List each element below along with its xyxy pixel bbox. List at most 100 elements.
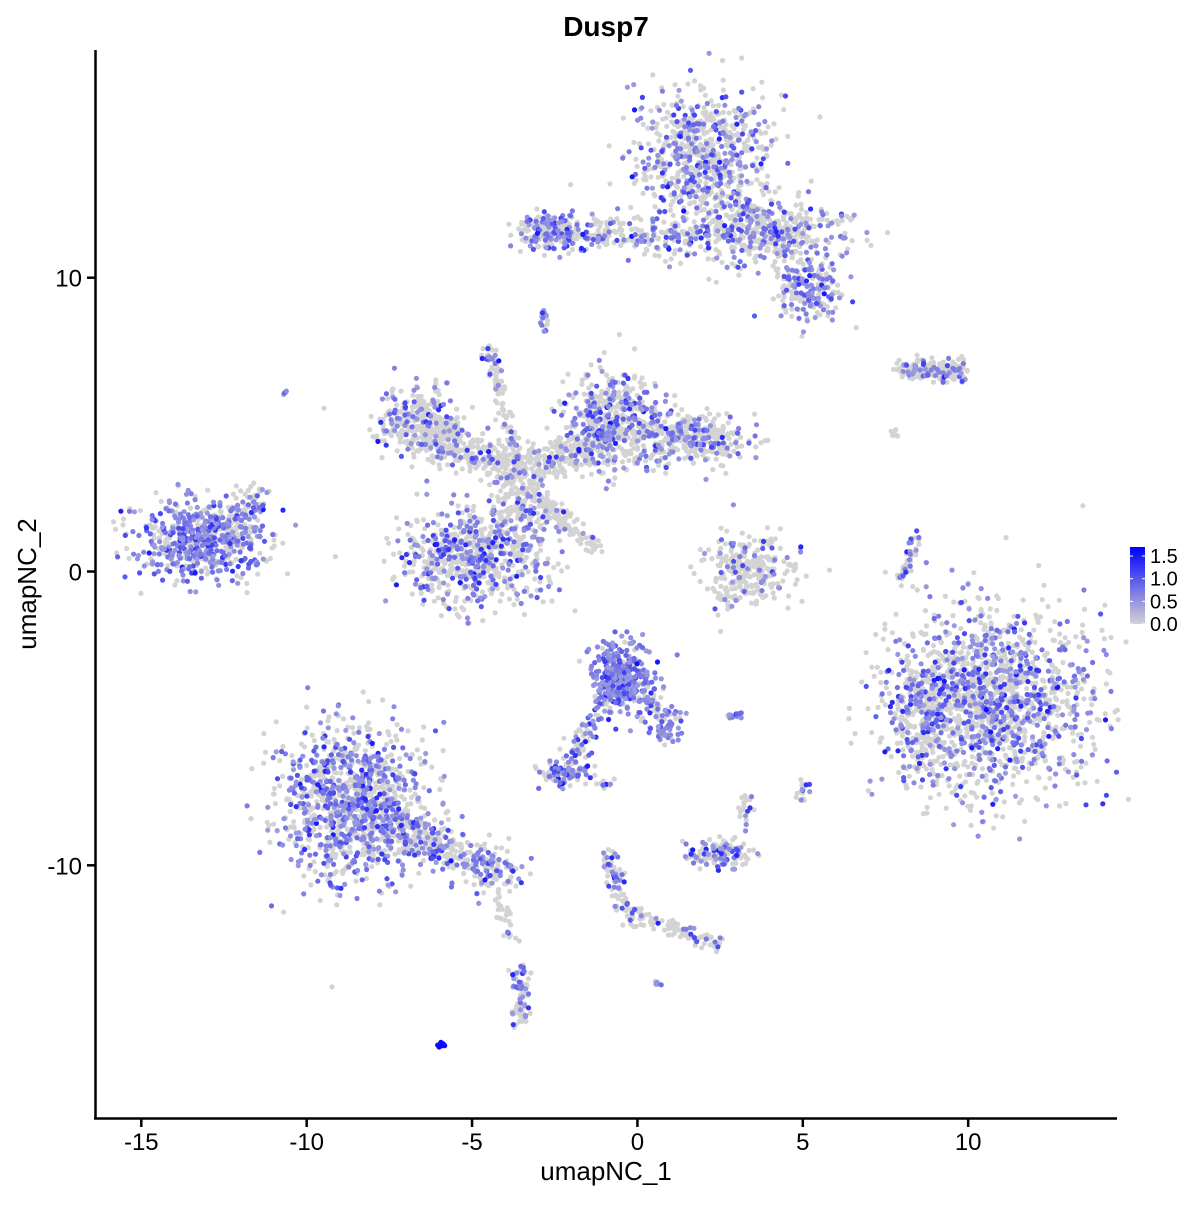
point xyxy=(969,760,975,766)
point xyxy=(833,305,839,311)
point xyxy=(304,704,310,710)
point xyxy=(508,424,514,430)
point xyxy=(687,449,693,455)
point xyxy=(396,433,402,439)
point xyxy=(780,284,786,290)
point xyxy=(915,358,921,364)
point xyxy=(882,626,888,632)
point xyxy=(753,253,759,259)
point xyxy=(633,156,639,162)
point xyxy=(817,114,823,120)
point xyxy=(579,474,586,480)
point xyxy=(555,561,561,567)
point xyxy=(789,306,795,312)
point xyxy=(1019,797,1025,803)
point xyxy=(657,132,663,138)
point xyxy=(738,434,744,440)
point xyxy=(1087,719,1093,725)
point xyxy=(719,428,726,434)
point xyxy=(405,531,411,538)
point xyxy=(499,402,505,408)
point xyxy=(679,407,685,413)
point xyxy=(501,407,507,413)
point xyxy=(280,540,286,546)
point xyxy=(799,598,805,605)
point xyxy=(1018,627,1024,633)
point xyxy=(795,193,801,199)
point xyxy=(613,229,619,235)
point xyxy=(248,816,254,822)
point xyxy=(147,522,153,528)
point xyxy=(1031,627,1037,633)
point xyxy=(433,377,439,383)
point xyxy=(418,446,424,452)
point xyxy=(545,556,551,562)
point xyxy=(1089,702,1095,708)
point xyxy=(848,740,854,746)
point xyxy=(467,468,473,474)
point xyxy=(641,251,648,257)
point xyxy=(1103,681,1109,687)
point xyxy=(394,402,400,408)
point xyxy=(653,125,659,131)
point xyxy=(1012,749,1018,755)
point xyxy=(506,596,513,602)
point xyxy=(753,444,759,450)
point xyxy=(467,512,473,518)
point xyxy=(864,237,870,243)
point xyxy=(414,491,420,497)
point xyxy=(234,573,240,579)
point xyxy=(429,582,435,588)
point xyxy=(492,610,498,616)
point xyxy=(614,403,620,410)
point xyxy=(792,295,798,301)
point xyxy=(388,738,394,744)
point xyxy=(767,217,773,223)
point xyxy=(1033,795,1039,801)
point xyxy=(957,773,963,779)
point xyxy=(257,550,263,556)
point xyxy=(968,822,974,829)
point xyxy=(473,465,479,471)
point xyxy=(956,713,962,719)
point xyxy=(496,496,502,502)
point xyxy=(569,444,575,450)
point xyxy=(669,175,675,181)
point xyxy=(381,558,387,564)
point xyxy=(1036,775,1042,781)
point xyxy=(839,218,845,224)
point xyxy=(580,452,586,458)
point xyxy=(918,784,924,790)
point xyxy=(747,590,753,596)
point xyxy=(635,227,641,233)
point xyxy=(648,455,654,461)
point xyxy=(760,192,767,198)
point xyxy=(754,155,760,161)
point xyxy=(991,825,997,831)
point xyxy=(930,379,937,385)
point xyxy=(910,753,916,759)
point xyxy=(846,705,853,712)
point xyxy=(914,587,920,593)
point xyxy=(900,747,906,753)
point xyxy=(1115,717,1121,723)
point xyxy=(1052,695,1058,701)
point xyxy=(670,198,676,204)
point xyxy=(899,733,906,739)
point xyxy=(720,124,726,130)
point xyxy=(1010,773,1017,779)
point xyxy=(272,801,278,807)
point xyxy=(261,760,267,766)
point xyxy=(1094,716,1100,723)
point xyxy=(1075,781,1081,787)
point xyxy=(506,512,512,518)
point xyxy=(936,791,942,797)
point xyxy=(508,481,515,487)
point xyxy=(347,844,353,850)
point xyxy=(912,723,918,730)
point xyxy=(734,131,741,138)
point xyxy=(511,602,517,608)
point xyxy=(701,195,708,201)
point xyxy=(217,508,224,514)
point xyxy=(949,705,955,711)
